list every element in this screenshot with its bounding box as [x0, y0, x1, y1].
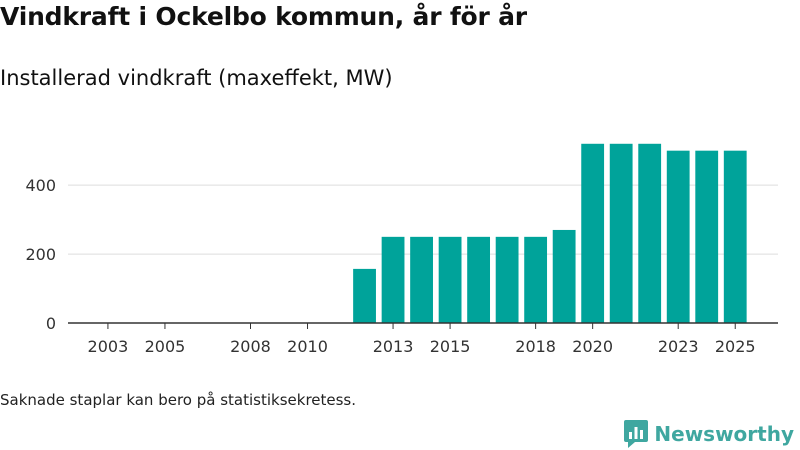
bar-2017 — [495, 236, 519, 323]
x-axis — [68, 322, 778, 329]
bar-2024 — [695, 150, 719, 323]
x-tick-label: 2018 — [515, 337, 556, 356]
brand-logo: Newsworthy — [624, 420, 794, 448]
bar-2025 — [723, 150, 747, 323]
bar-2015 — [438, 236, 462, 323]
bar-chart: 0 200 400 2003 2005 2008 2010 2013 2015 2018 2020… — [25, 143, 778, 356]
y-tick-label: 200 — [25, 245, 56, 264]
chart-subtitle: Installerad vindkraft (maxeffekt, MW) — [0, 66, 393, 90]
x-tick-label: 2005 — [145, 337, 186, 356]
bar-2014 — [410, 236, 433, 323]
y-tick-label: 400 — [25, 176, 56, 195]
bar-2012 — [353, 268, 376, 323]
footnote: Saknade staplar kan bero på statistiksek… — [0, 391, 357, 409]
bar-2019 — [552, 229, 576, 323]
x-tick-label: 2003 — [88, 337, 129, 356]
x-tick-label: 2010 — [287, 337, 328, 356]
x-tick-labels: 2003 2005 2008 2010 2013 2015 2018 2020 2023 2025 — [88, 337, 756, 356]
x-tick-label: 2015 — [430, 337, 471, 356]
newsworthy-logo-icon — [624, 420, 649, 448]
bar-2013 — [381, 236, 405, 323]
x-tick-label: 2008 — [230, 337, 271, 356]
x-tick-label: 2023 — [658, 337, 699, 356]
brand-name: Newsworthy — [654, 422, 794, 446]
bar-2023 — [666, 150, 690, 323]
y-tick-labels: 0 200 400 — [25, 176, 56, 333]
bar-2021 — [609, 143, 633, 323]
x-tick-label: 2020 — [572, 337, 613, 356]
bar-2016 — [467, 236, 491, 323]
bar-2018 — [524, 236, 548, 323]
x-tick-label: 2025 — [715, 337, 756, 356]
y-tick-label: 0 — [46, 314, 56, 333]
bar-2020 — [581, 143, 605, 323]
bars — [353, 143, 747, 323]
x-tick-label: 2013 — [373, 337, 414, 356]
chart-title: Vindkraft i Ockelbo kommun, år för år — [0, 2, 527, 31]
bar-2022 — [638, 143, 662, 323]
